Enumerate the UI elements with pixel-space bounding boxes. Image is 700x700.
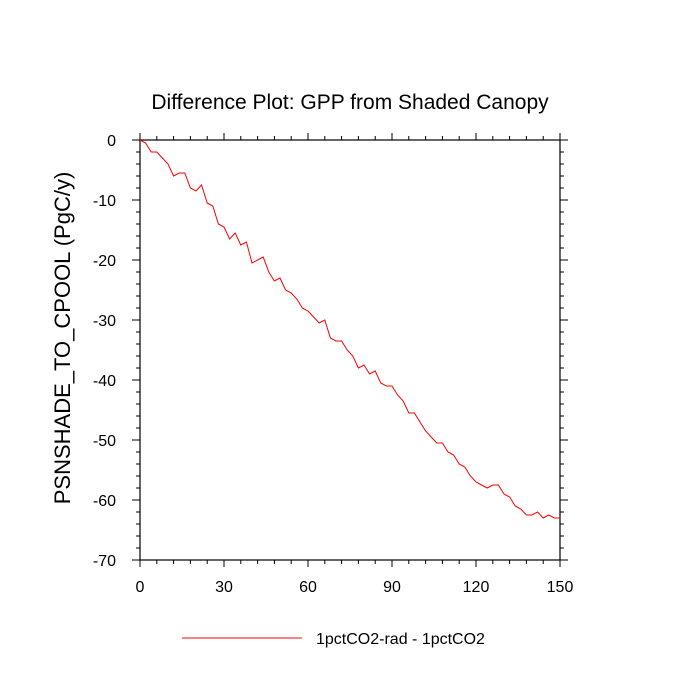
x-tick-label: 150 [547, 579, 574, 596]
x-tick-label: 120 [463, 579, 490, 596]
legend-label: 1pctCO2-rad - 1pctCO2 [316, 631, 485, 648]
y-tick-label: 0 [107, 133, 116, 150]
y-tick-label: -50 [93, 433, 116, 450]
series-line [139, 139, 560, 519]
y-axis-label: PSNSHADE_TO_CPOOL (PgC/y) [50, 172, 75, 505]
axis-ticks [132, 133, 568, 567]
y-tick-label: -30 [93, 313, 116, 330]
y-tick-label: -10 [93, 193, 116, 210]
x-tick-label: 90 [383, 579, 401, 596]
y-tick-label: -60 [93, 493, 116, 510]
chart-title: Difference Plot: GPP from Shaded Canopy [151, 91, 549, 114]
y-tick-label: -70 [93, 553, 116, 570]
x-tick-label: 0 [136, 579, 145, 596]
x-tick-label: 30 [215, 579, 233, 596]
axis-tick-labels: 0 30 60 90 120 150 0 -10 -20 -30 -40 -50 -60 -70 [93, 133, 574, 596]
x-tick-label: 60 [299, 579, 317, 596]
plot-frame [139, 139, 561, 561]
y-tick-label: -20 [93, 253, 116, 270]
y-tick-label: -40 [93, 373, 116, 390]
